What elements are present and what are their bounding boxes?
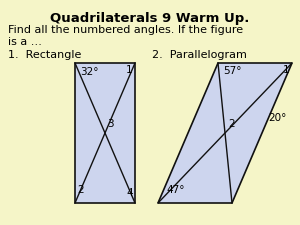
Text: 1.  Rectangle: 1. Rectangle — [8, 50, 81, 60]
Text: 20°: 20° — [268, 113, 287, 123]
Polygon shape — [75, 63, 135, 203]
Text: 2.  Parallelogram: 2. Parallelogram — [152, 50, 247, 60]
Text: 1: 1 — [282, 65, 289, 75]
Text: 2: 2 — [228, 119, 235, 129]
Polygon shape — [158, 63, 292, 203]
Text: 3: 3 — [107, 119, 114, 129]
Text: 4: 4 — [126, 188, 133, 198]
Text: 2: 2 — [77, 185, 84, 195]
Text: 47°: 47° — [166, 185, 184, 195]
Text: Find all the numbered angles. If the figure: Find all the numbered angles. If the fig… — [8, 25, 243, 35]
Text: Quadrilaterals 9 Warm Up.: Quadrilaterals 9 Warm Up. — [50, 12, 250, 25]
Text: 57°: 57° — [223, 66, 242, 76]
Text: 1: 1 — [125, 65, 132, 75]
Text: is a …: is a … — [8, 37, 42, 47]
Text: 32°: 32° — [80, 67, 98, 77]
